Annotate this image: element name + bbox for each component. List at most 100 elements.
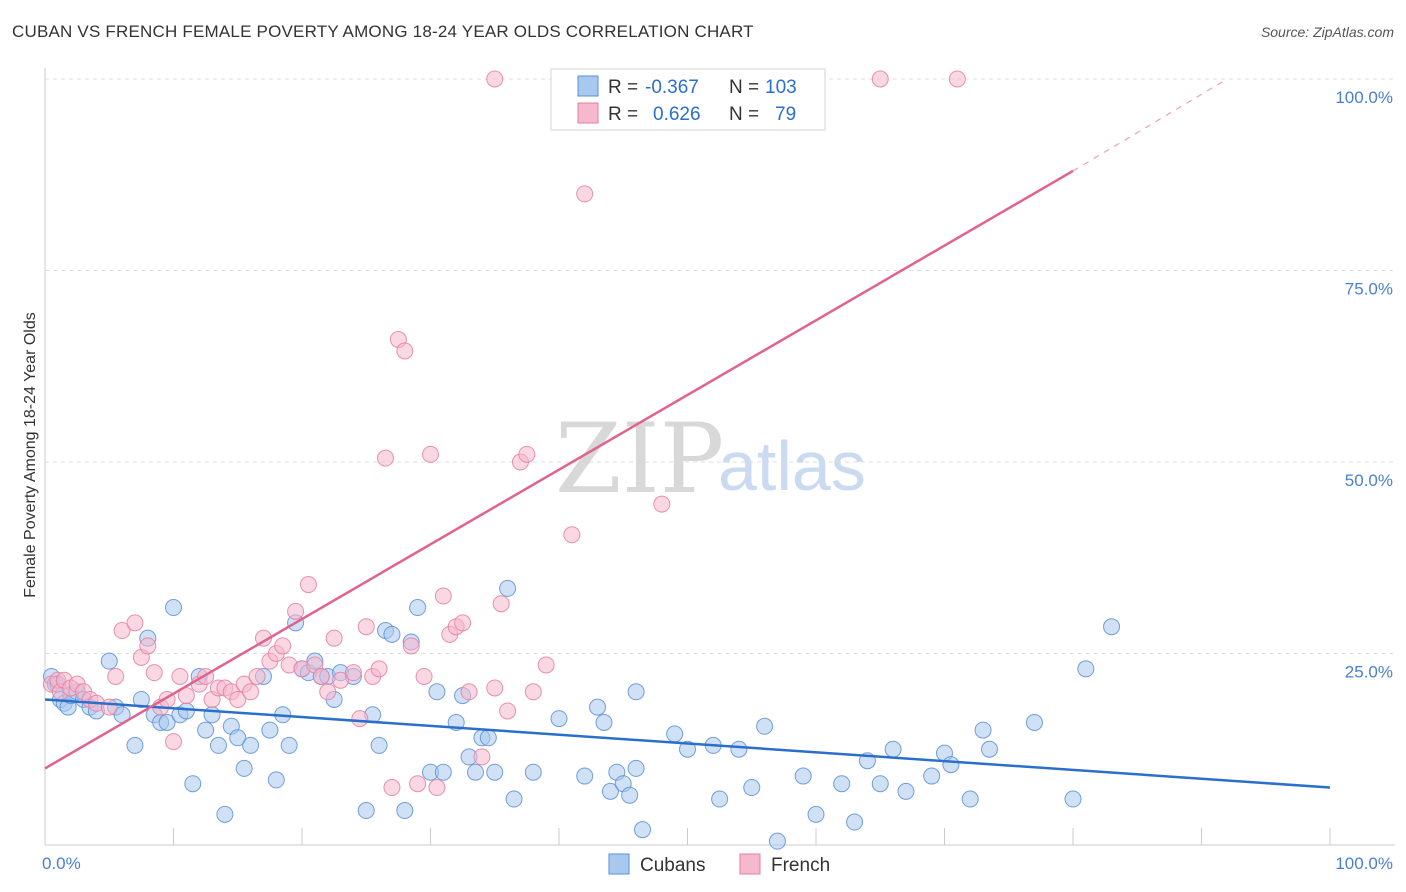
cubans-point	[980, 740, 998, 758]
french-point	[396, 342, 414, 360]
cubans-point	[884, 740, 902, 758]
french-point	[319, 683, 337, 701]
french-point	[171, 667, 189, 685]
cubans-point	[961, 790, 979, 808]
cubans-point	[479, 729, 497, 747]
legend-french-n-label: N =	[729, 104, 759, 125]
cubans-point	[601, 782, 619, 800]
cubans-point	[634, 821, 652, 839]
french-point	[434, 587, 452, 605]
cubans-point	[833, 775, 851, 793]
french-point	[351, 710, 369, 728]
french-point	[492, 595, 510, 613]
cubans-point	[595, 713, 613, 731]
french-trend-line	[44, 169, 1074, 770]
legend-cubans-n-label: N =	[729, 77, 759, 98]
french-trend-extension	[1072, 78, 1228, 172]
legend-cubans-label: Cubans	[640, 855, 706, 876]
legend-french-n-value: 79	[775, 104, 796, 125]
cubans-point	[197, 721, 215, 739]
legend-french-label: French	[771, 855, 830, 876]
cubans-point	[177, 702, 195, 720]
cubans-point	[370, 736, 388, 754]
cubans-point	[1103, 618, 1121, 636]
french-point	[576, 185, 594, 203]
legend-french-swatch	[577, 102, 599, 124]
french-point	[653, 495, 671, 513]
cubans-point	[158, 713, 176, 731]
cubans-point	[807, 805, 825, 823]
grid-lines	[45, 78, 1395, 654]
tick-labels: 25.0% 50.0% 75.0% 100.0% 0.0% 100.0%	[42, 88, 1393, 873]
y-axis-label: Female Poverty Among 18-24 Year Olds	[22, 312, 39, 598]
french-point	[370, 660, 388, 678]
french-point	[524, 683, 542, 701]
legend-french-icon	[739, 853, 761, 875]
cubans-point	[100, 652, 118, 670]
cubans-point	[466, 763, 484, 781]
french-point	[537, 656, 555, 674]
watermark: ZIP atlas	[555, 403, 866, 515]
cubans-point	[621, 786, 639, 804]
cubans-point	[550, 710, 568, 728]
cubans-point	[486, 763, 504, 781]
cubans-point	[499, 579, 517, 597]
french-point	[499, 702, 517, 720]
french-point	[409, 775, 427, 793]
cubans-point	[627, 683, 645, 701]
legend-cubans-icon	[608, 853, 630, 875]
cubans-point	[126, 736, 144, 754]
y-tick-label: 50.0%	[1345, 471, 1393, 490]
cubans-point	[1064, 790, 1082, 808]
axes	[44, 68, 1395, 846]
source-label: Source: ZipAtlas.com	[1260, 24, 1394, 40]
cubans-point	[666, 725, 684, 743]
french-point	[312, 667, 330, 685]
x-tick-label: 100.0%	[1335, 854, 1393, 873]
cubans-point	[235, 759, 253, 777]
cubans-point	[524, 763, 542, 781]
french-point	[332, 671, 350, 689]
french-point	[473, 748, 491, 766]
cubans-point	[203, 706, 221, 724]
french-point	[344, 664, 362, 682]
french-point	[563, 526, 581, 544]
cubans-point	[165, 599, 182, 617]
french-point	[113, 622, 131, 640]
french-point	[518, 445, 536, 463]
legend-cubans-r-label: R =	[608, 77, 638, 98]
french-point	[486, 679, 504, 697]
cubans-point	[229, 729, 247, 747]
cubans-point	[756, 717, 774, 735]
cubans-point	[1077, 660, 1095, 678]
french-point	[107, 667, 125, 685]
french-point	[325, 629, 343, 647]
watermark-zip: ZIP	[555, 403, 724, 515]
french-point	[415, 667, 433, 685]
cubans-point	[942, 756, 960, 774]
cubans-point	[846, 813, 864, 831]
cubans-point	[261, 721, 279, 739]
cubans-point	[679, 740, 696, 758]
chart-title: CUBAN VS FRENCH FEMALE POVERTY AMONG 18-…	[12, 22, 754, 41]
cubans-point	[743, 779, 761, 797]
cubans-point	[132, 690, 150, 708]
legend-cubans-swatch	[577, 75, 599, 97]
french-point	[299, 576, 317, 594]
legend-french-r-value: 0.626	[653, 104, 701, 125]
cubans-point	[871, 775, 889, 793]
cubans-point	[589, 698, 607, 716]
french-point	[248, 667, 266, 685]
french-point	[422, 445, 439, 463]
cubans-point	[209, 736, 227, 754]
french-point	[428, 779, 446, 797]
cubans-point	[627, 759, 645, 777]
legend-series: Cubans French	[608, 853, 830, 876]
french-point	[242, 683, 260, 701]
cubans-point	[974, 721, 992, 739]
french-point	[165, 733, 182, 751]
french-point	[145, 664, 163, 682]
cubans-point	[923, 767, 941, 785]
x-tick-label: 0.0%	[42, 854, 81, 873]
